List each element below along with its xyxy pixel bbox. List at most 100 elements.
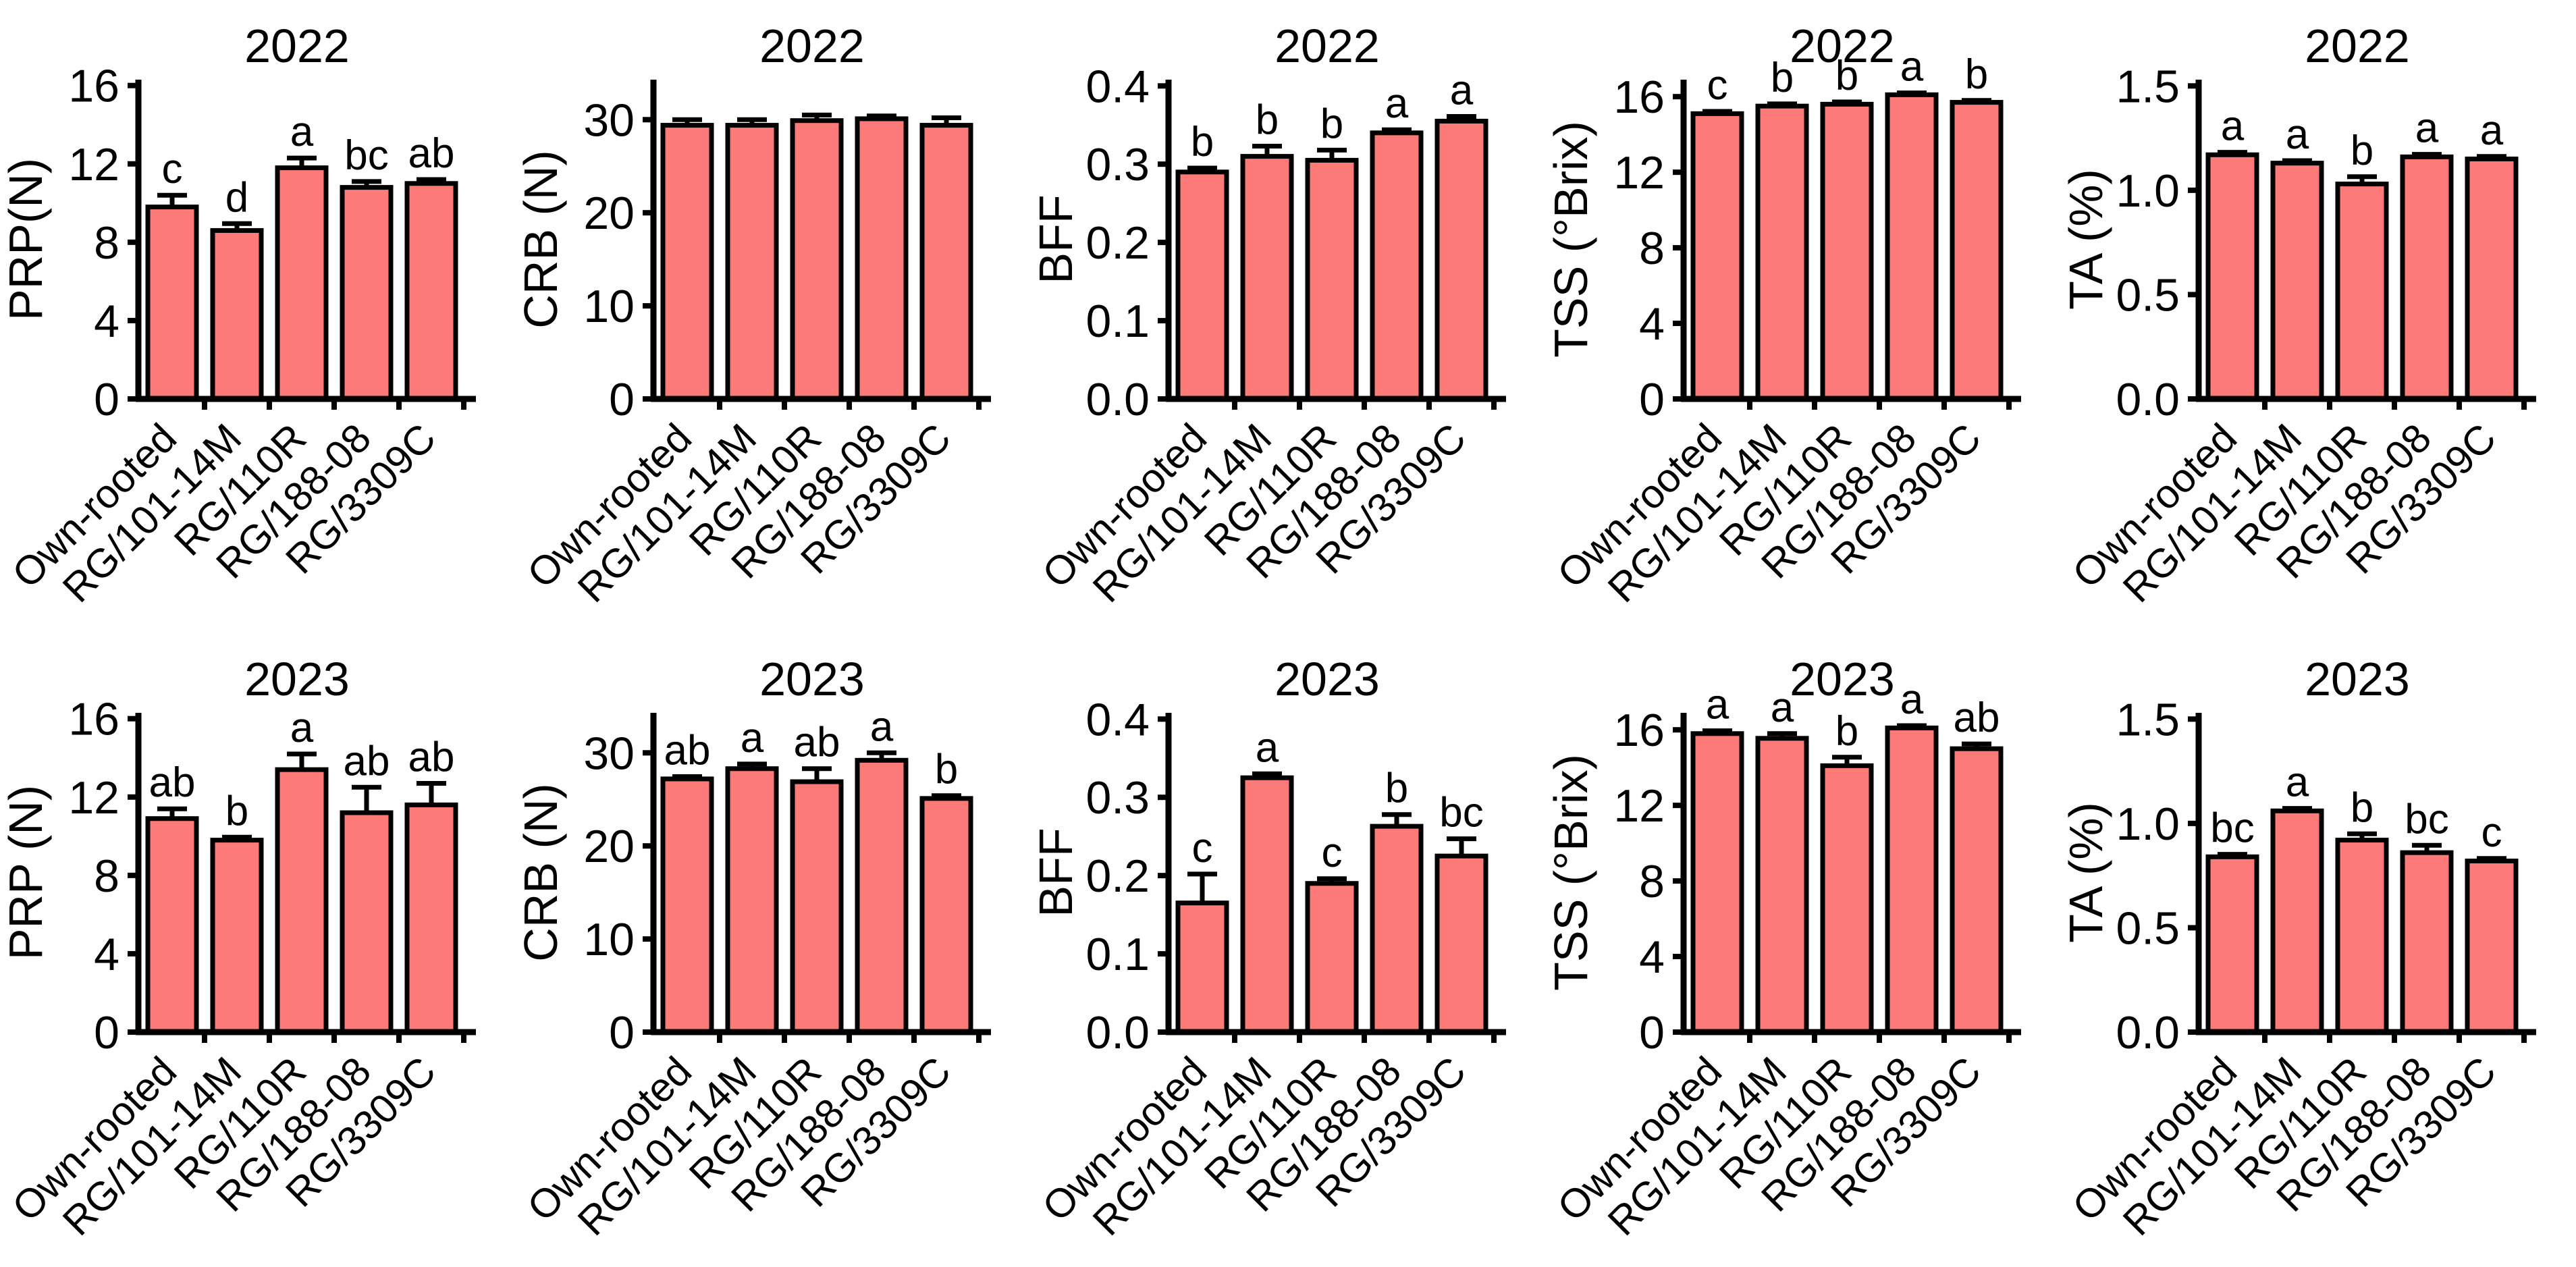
- bar-own-rooted: [660, 776, 714, 1035]
- y-tick-label: 0.0: [1085, 1007, 1150, 1058]
- sig-letter: b: [1385, 765, 1408, 812]
- sig-letter: b: [2351, 784, 2373, 831]
- sig-letter: a: [1771, 684, 1794, 731]
- chart-canvas: c b b a b0481216Own-rootedRG/101-14MRG/110RR…: [1545, 20, 2021, 611]
- y-tick-label: 0: [1639, 374, 1665, 425]
- sig-letter: a: [1706, 682, 1729, 728]
- chart-bff-2022: b b b a a 0.0 0.1 0.2 0.3 0.4 Own-rooted RG/101-14M…: [1030, 0, 1545, 633]
- sig-letter: a: [1450, 67, 1474, 113]
- bar-rg-101-14m: [210, 838, 264, 1035]
- sig-letter: a: [2286, 759, 2309, 806]
- y-tick-label: 30: [583, 95, 635, 146]
- sig-letter: bc: [344, 132, 388, 179]
- bar-rg-110r: [790, 118, 844, 402]
- bar-own-rooted: [1175, 900, 1229, 1035]
- bar-rg-101-14m: [2270, 161, 2324, 402]
- chart-ta-2022: a a b a a 0.0 0.5 1.0 1.5 Own-rooted RG/101-14M RG/…: [2060, 0, 2575, 633]
- chart-title: 2023: [1790, 653, 1895, 705]
- bar-rg-101-14m: [725, 766, 779, 1035]
- bar-rg-3309c: [919, 796, 973, 1035]
- chart-tss-brix-2022: c b b a b 0 4 8 12 16 Own-rooted RG/101-14M RG/110R R…: [1545, 0, 2060, 633]
- bar-rg-188-08: [340, 810, 394, 1035]
- bar-rg-188-08: [2400, 154, 2454, 402]
- bar-rg-101-14m: [1755, 736, 1809, 1035]
- y-tick-label: 0.3: [1085, 772, 1150, 824]
- y-tick-label: 16: [1613, 72, 1665, 123]
- chart-title: 2023: [1274, 653, 1380, 705]
- bar-rg-188-08: [340, 185, 394, 402]
- bar-rg-188-08: [855, 116, 909, 402]
- chart-tss-brix-2023: a a b a ab 0 4 8 12 16 Own-rooted RG/101-14M RG/110R…: [1545, 633, 2060, 1266]
- chart-bff-2023: c a c b bc 0.0 0.1 0.2 0.3 0.4 Own-rooted RG/101-14…: [1030, 633, 1545, 1266]
- sig-letter: a: [2415, 105, 2439, 152]
- y-tick-label: 0: [1639, 1007, 1665, 1058]
- y-tick-label: 0: [94, 1007, 119, 1058]
- y-tick-label: 4: [94, 929, 119, 980]
- bar-rg-110r: [1820, 763, 1874, 1035]
- bar-own-rooted: [145, 205, 199, 402]
- bar-rg-3309c: [2465, 858, 2519, 1035]
- y-tick-label: 10: [583, 914, 635, 965]
- sig-letter: a: [741, 715, 764, 761]
- chart-title: 2023: [2305, 653, 2410, 705]
- y-tick-label: 1.0: [2116, 165, 2180, 217]
- bar-rg-101-14m: [210, 227, 264, 402]
- y-axis-label: CRB (N): [515, 783, 567, 961]
- chart-title: 2022: [759, 20, 865, 72]
- sig-letter: ab: [344, 738, 390, 784]
- sig-letter: b: [935, 747, 958, 793]
- bar-rg-3309c: [404, 181, 458, 402]
- bar-rg-101-14m: [1240, 154, 1294, 402]
- chart-title: 2022: [1274, 20, 1380, 72]
- bar-rg-188-08: [1885, 92, 1939, 402]
- chart-canvas: a aba ab0481216Own-rootedRG/101-14MRG/110R…: [1545, 653, 2021, 1244]
- chart-crb-n-2023: ab a ab a b 0 10 20 30 Own-rooted RG/101-14M RG/110…: [515, 633, 1030, 1266]
- y-tick-label: 12: [1613, 147, 1665, 198]
- y-tick-label: 0.2: [1085, 217, 1150, 269]
- y-tick-label: 12: [1613, 780, 1665, 832]
- bar-rg-3309c: [1950, 100, 2004, 402]
- sig-letter: bc: [1439, 790, 1483, 836]
- chart-prp-n-2022: c d a bc ab 0 4 8 12 16 Own-rooted RG/101-14M RG/110…: [0, 0, 515, 633]
- bar-rg-101-14m: [1240, 775, 1294, 1035]
- y-tick-label: 16: [68, 61, 119, 112]
- y-tick-label: 0.0: [1085, 374, 1150, 425]
- y-tick-label: 0.0: [2116, 1007, 2180, 1058]
- sig-letter: a: [290, 705, 314, 751]
- y-tick-label: 0.2: [1085, 851, 1150, 902]
- y-tick-label: 0.1: [1085, 296, 1150, 347]
- y-tick-label: 12: [68, 772, 119, 824]
- sig-letter: ab: [408, 130, 455, 177]
- y-axis-label: CRB (N): [515, 150, 567, 328]
- y-tick-label: 0: [609, 1007, 635, 1058]
- sig-letter: ab: [1954, 695, 2000, 741]
- y-axis-label: PRP (N): [0, 785, 52, 960]
- bar-rg-188-08: [2400, 850, 2454, 1035]
- bar-rg-188-08: [1885, 725, 1939, 1035]
- sig-letter: b: [2351, 128, 2373, 174]
- chart-canvas: 0102030Own-rootedRG/101-14MRG/110RRG/188…: [515, 20, 991, 611]
- bar-rg-110r: [275, 767, 329, 1035]
- y-axis-label: TA (%): [2060, 169, 2112, 310]
- y-tick-label: 16: [68, 694, 119, 745]
- y-tick-label: 12: [68, 139, 119, 190]
- bar-own-rooted: [1690, 111, 1744, 402]
- y-tick-label: 0.4: [1085, 61, 1150, 112]
- chart-title: 2022: [2305, 20, 2410, 72]
- chart-title: 2022: [244, 20, 350, 72]
- sig-letter: a: [870, 703, 894, 750]
- sig-letter: ab: [794, 720, 840, 766]
- y-tick-label: 20: [583, 188, 635, 239]
- bar-rg-3309c: [404, 802, 458, 1035]
- bar-rg-101-14m: [2270, 808, 2324, 1035]
- y-axis-label: PRP(N): [0, 158, 52, 321]
- chart-canvas: cacbbc0.00.10.20.30.4Own-rootedRG/101-14…: [1030, 653, 1506, 1244]
- y-tick-label: 20: [583, 821, 635, 872]
- sig-letter: c: [162, 146, 183, 192]
- y-tick-label: 0.0: [2116, 374, 2180, 425]
- sig-letter: ab: [149, 759, 196, 806]
- sig-letter: a: [2286, 111, 2309, 158]
- sig-letter: ab: [664, 727, 711, 774]
